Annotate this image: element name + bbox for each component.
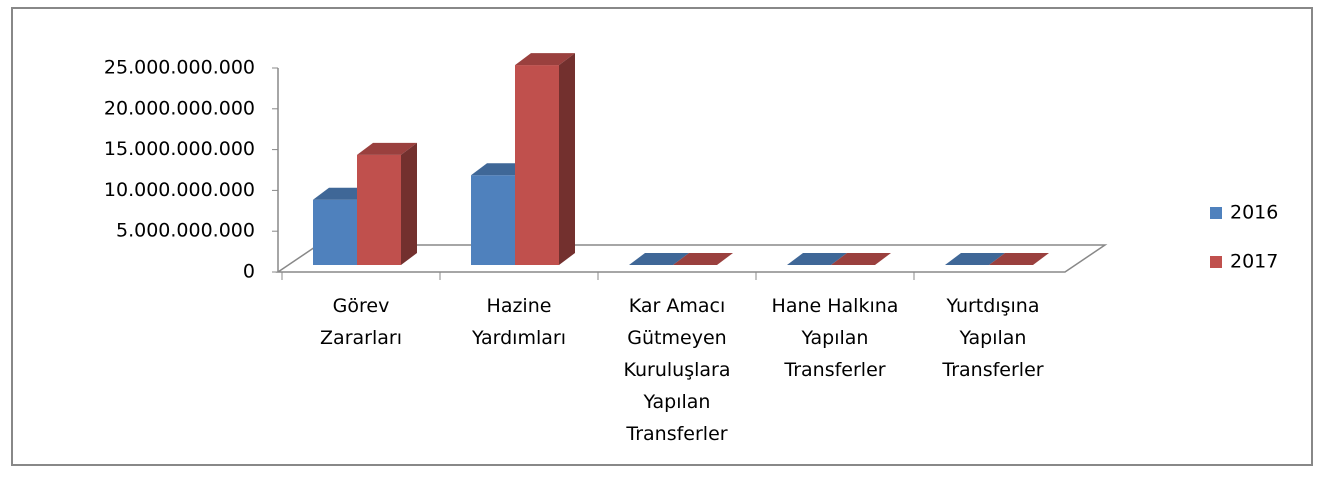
bar-top xyxy=(831,253,891,265)
x-tick-label: Kar Amacı Gütmeyen Kuruluşlara Yapılan T… xyxy=(623,295,731,445)
bar-front xyxy=(357,154,401,265)
bar-side xyxy=(401,142,417,265)
bar-top xyxy=(515,53,575,66)
bar-side xyxy=(559,53,575,265)
bar-top xyxy=(357,142,417,155)
legend-swatch xyxy=(1210,207,1222,219)
bar xyxy=(515,53,575,265)
bar-top xyxy=(989,253,1049,265)
bar xyxy=(357,142,417,265)
bar-top xyxy=(787,253,847,265)
bar-front xyxy=(313,199,357,265)
x-tick-label: Hazine Yardımları xyxy=(472,295,566,349)
bar xyxy=(673,253,733,265)
bar-front xyxy=(515,65,559,265)
bar xyxy=(787,253,847,265)
y-tick-label: 0 xyxy=(243,261,255,283)
legend-label: 2016 xyxy=(1230,202,1278,224)
bar xyxy=(831,253,891,265)
x-tick-label: Görev Zararları xyxy=(320,295,402,349)
bar xyxy=(989,253,1049,265)
y-tick-label: 15.000.000.000 xyxy=(104,138,255,160)
bar-top xyxy=(629,253,689,265)
bar-front xyxy=(471,175,515,265)
y-tick-label: 10.000.000.000 xyxy=(104,179,255,201)
y-tick-label: 25.000.000.000 xyxy=(104,57,255,79)
bar-top xyxy=(945,253,1005,265)
y-tick-label: 20.000.000.000 xyxy=(104,97,255,119)
bar xyxy=(629,253,689,265)
legend-label: 2017 xyxy=(1230,251,1278,273)
legend-swatch xyxy=(1210,256,1222,268)
chart-border xyxy=(11,7,1313,466)
bar-top xyxy=(673,253,733,265)
x-tick-label: Hane Halkına Yapılan Transferler xyxy=(771,295,899,381)
x-tick-label: Yurtdışına Yapılan Transferler xyxy=(942,295,1044,381)
bar xyxy=(945,253,1005,265)
y-tick-label: 5.000.000.000 xyxy=(116,220,255,242)
